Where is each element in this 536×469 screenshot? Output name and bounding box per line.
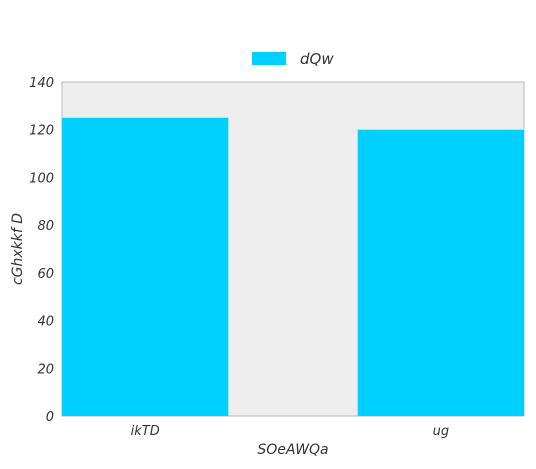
y-tick-label: 0 <box>46 410 54 425</box>
x-axis-ticks: ikTD ug <box>131 424 449 439</box>
bar-ug <box>357 129 524 416</box>
y-axis-ticks: 0 20 40 60 80 100 120 140 <box>29 76 54 425</box>
x-tick-label: ug <box>433 424 450 439</box>
bar-ikTD <box>62 117 229 417</box>
y-tick-label: 120 <box>29 124 54 139</box>
y-tick-label: 40 <box>37 315 54 330</box>
legend: dQw <box>252 50 334 68</box>
y-tick-label: 80 <box>37 219 54 234</box>
x-axis-label: SOeAWQa <box>257 442 328 458</box>
y-axis-label: cGhxkkf D <box>10 213 26 285</box>
x-tick-label: ikTD <box>131 424 160 439</box>
y-tick-label: 20 <box>37 362 54 377</box>
legend-label: dQw <box>300 50 334 68</box>
y-tick-label: 140 <box>29 76 54 91</box>
y-tick-label: 100 <box>29 171 54 186</box>
y-tick-label: 60 <box>37 267 54 282</box>
bars-group <box>62 117 524 417</box>
legend-swatch <box>252 52 286 65</box>
